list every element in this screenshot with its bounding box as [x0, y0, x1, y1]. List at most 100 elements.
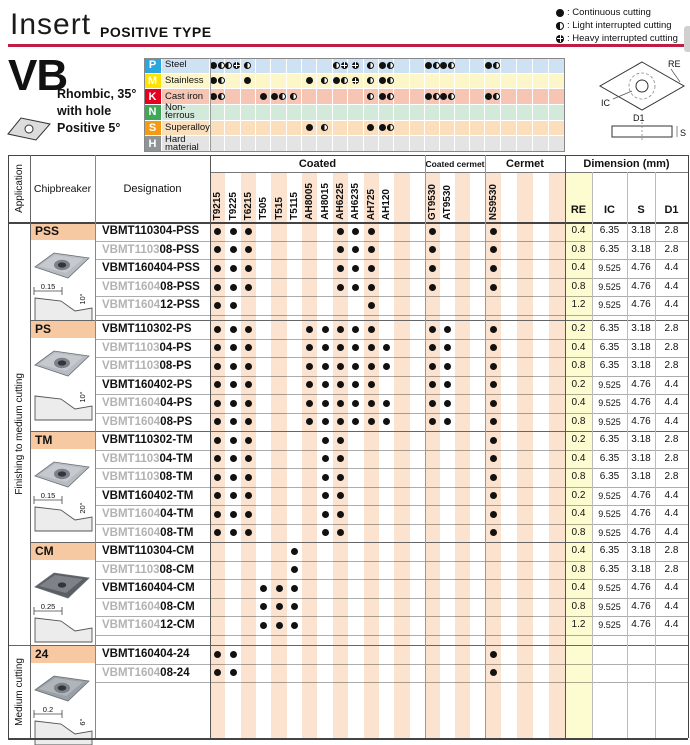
availability-dot-T6215 — [244, 455, 252, 463]
column-stripe — [485, 431, 501, 542]
grade-name: T6215 — [242, 191, 254, 220]
cutting-symbol-l — [244, 61, 252, 69]
dim-value: 0.4 — [571, 262, 586, 274]
dim-value: 2.8 — [664, 471, 679, 482]
availability-dot-GT9530 — [429, 418, 436, 426]
material-grade-cell — [394, 105, 410, 121]
dim-value: 4.76 — [631, 280, 651, 292]
material-grade-cell — [549, 73, 565, 90]
material-grade-cell — [425, 136, 440, 152]
dim-column-header-ic: IC — [604, 204, 615, 216]
dim-value: 9.525 — [598, 601, 621, 612]
availability-dot-GT9530 — [429, 362, 436, 370]
column-stripe — [517, 542, 533, 645]
material-grade-cell — [271, 73, 287, 90]
insert-photo — [33, 570, 91, 600]
designation-suffix: 12-PSS — [160, 299, 200, 312]
availability-dot-NS9530 — [489, 418, 497, 426]
availability-dot-T6215 — [244, 492, 252, 500]
availability-dot-AH120 — [383, 344, 391, 352]
page-edge-tab — [684, 26, 690, 52]
material-grade-cell — [271, 120, 287, 137]
dim-value: 1.2 — [571, 619, 586, 630]
designation-suffix: VBMT110304-PSS — [102, 225, 200, 237]
chipbreaker-group-label: PS — [30, 320, 95, 338]
h-gridline — [8, 645, 688, 647]
grade-column-header: GT9530 — [425, 172, 440, 220]
availability-dot-T9225 — [229, 669, 237, 677]
availability-dot-AH8015 — [321, 418, 329, 426]
material-grade-cell — [378, 73, 395, 90]
material-grade-cell — [485, 136, 501, 152]
material-grade-cell — [240, 120, 257, 137]
cutting-symbol-l — [217, 77, 225, 85]
v-gridline — [565, 155, 566, 738]
dim-value: 2.8 — [664, 323, 679, 334]
designation-suffix: 04-PS — [159, 341, 192, 354]
availability-dot-T9215 — [214, 344, 222, 352]
availability-dot-AH6235 — [352, 227, 360, 235]
availability-dot-T9225 — [229, 650, 237, 658]
chipbreaker-group-label: PSS — [30, 222, 95, 240]
material-grade-cell — [549, 89, 565, 105]
availability-dot-T6215 — [244, 399, 252, 407]
material-grade-cell — [394, 89, 410, 105]
availability-dot-T9215 — [214, 283, 222, 291]
designation-prefix: VBMT1604 — [102, 619, 161, 631]
availability-dot-NS9530 — [489, 246, 497, 254]
column-stripe — [210, 542, 226, 645]
grade-name: NS9530 — [487, 183, 499, 220]
column-stripe — [271, 645, 287, 738]
chipbreaker-group-label: 24 — [30, 645, 95, 663]
cutting-symbol-l — [493, 93, 500, 101]
cermet-section-header: Cermet — [506, 157, 544, 170]
cutting-symbol-c — [485, 93, 492, 101]
dim-value: 4.76 — [631, 378, 651, 390]
dim-column-header-d1: D1 — [664, 204, 679, 216]
row-separator — [95, 449, 688, 451]
row-separator — [95, 375, 688, 377]
availability-dot-T9215 — [214, 436, 222, 444]
dim-value: 4.76 — [631, 415, 651, 427]
availability-dot-NS9530 — [489, 399, 497, 407]
v-gridline — [592, 172, 593, 738]
cutting-symbol-l — [386, 77, 394, 85]
d1-label: D1 — [633, 113, 645, 123]
material-grade-cell — [240, 136, 257, 152]
material-grade-cell — [271, 136, 287, 152]
insert-photo — [33, 250, 91, 280]
material-grade-cell — [378, 120, 395, 137]
cutting-symbol-c — [378, 93, 386, 101]
column-stripe — [517, 222, 533, 320]
material-grade-cell — [470, 105, 485, 121]
cutting-symbol-c — [209, 77, 217, 85]
availability-dot-AH8005 — [306, 362, 314, 370]
material-grade-cell — [409, 58, 425, 74]
column-stripe — [240, 645, 257, 738]
material-grade-cell — [409, 73, 425, 90]
chipbreaker-profile-diagram: 0.25 — [30, 602, 96, 644]
re-label: RE — [668, 59, 681, 69]
h-gridline — [30, 542, 688, 544]
material-grade-cell — [240, 58, 257, 74]
material-grade-cell — [470, 58, 485, 74]
availability-dot-T6215 — [244, 473, 252, 481]
chipbreaker-header: Chipbreaker — [33, 182, 92, 195]
availability-dot-AH8015 — [321, 436, 329, 444]
column-stripe — [210, 645, 226, 738]
designation-prefix: VBMT1604 — [102, 600, 161, 613]
cutting-symbol-c — [378, 77, 386, 85]
material-grade-cell — [302, 89, 318, 105]
availability-dot-T9225 — [229, 436, 237, 444]
grade-name: T505 — [258, 197, 270, 220]
availability-dot-GT9530 — [429, 227, 436, 235]
cutting-symbol-l — [386, 124, 394, 132]
cutting-symbol-c — [244, 77, 252, 85]
dim-value: 4.4 — [664, 619, 679, 630]
dim-value: 0.8 — [571, 471, 586, 482]
material-name: Stainless — [162, 73, 210, 90]
dim-value: 6.35 — [599, 434, 620, 445]
dim-value: 0.4 — [571, 341, 586, 353]
material-grade-cell — [332, 58, 349, 74]
column-stripe — [455, 320, 470, 431]
